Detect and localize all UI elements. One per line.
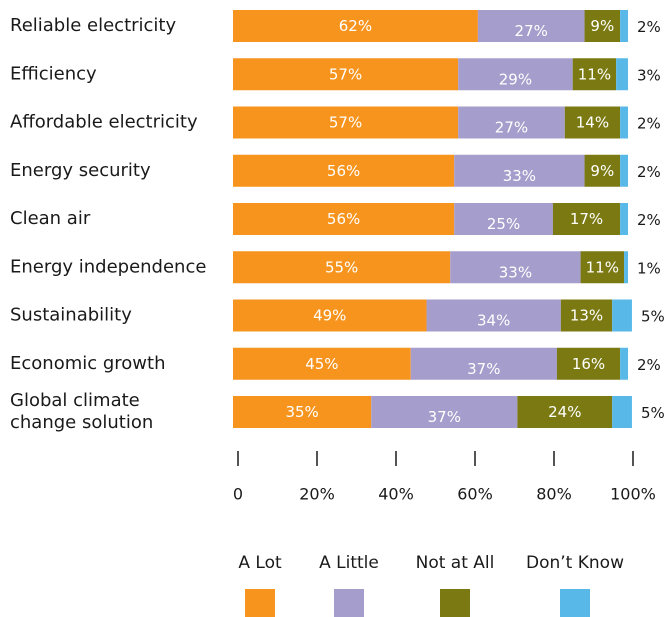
bar-affordable-electricity-a-little bbox=[458, 106, 565, 139]
data-label-reliable-electricity-a-little: 27% bbox=[515, 22, 548, 40]
legend-swatch-a-lot bbox=[245, 589, 275, 617]
bar-energy-security-a-lot bbox=[233, 154, 455, 187]
data-label-affordable-electricity-don-t-know: 2% bbox=[637, 115, 661, 133]
legend-label-not-at-all: Not at All bbox=[416, 553, 495, 573]
bar-sustainability-a-little bbox=[426, 299, 561, 332]
data-label-energy-security-not-at-all: 9% bbox=[590, 162, 614, 180]
x-tick-label-0: 0 bbox=[233, 485, 243, 504]
bar-affordable-electricity-a-lot bbox=[233, 106, 459, 139]
x-tick-label-60: 60% bbox=[457, 485, 493, 504]
x-tick-label-40: 40% bbox=[378, 485, 414, 504]
bar-reliable-electricity-don-t-know bbox=[620, 10, 628, 42]
bar-reliable-electricity-a-little bbox=[477, 10, 585, 42]
legend-swatch-not-at-all bbox=[440, 589, 470, 617]
category-label-clean-air: Clean air bbox=[10, 208, 91, 229]
bar-global-climate-change-solution-don-t-know bbox=[612, 396, 632, 428]
data-label-energy-independence-a-little: 33% bbox=[499, 263, 532, 281]
bar-global-climate-change-solution-a-lot bbox=[233, 396, 372, 428]
data-label-affordable-electricity-not-at-all: 14% bbox=[576, 114, 609, 132]
category-label-efficiency: Efficiency bbox=[10, 63, 97, 84]
data-label-global-climate-change-solution-a-lot: 35% bbox=[285, 403, 318, 421]
bar-clean-air-not-at-all bbox=[552, 203, 621, 235]
category-label-energy-security: Energy security bbox=[10, 159, 151, 180]
data-label-reliable-electricity-don-t-know: 2% bbox=[637, 18, 661, 36]
bar-economic-growth-not-at-all bbox=[556, 347, 621, 380]
category-label-energy-independence: Energy independence bbox=[10, 256, 206, 277]
data-label-sustainability-don-t-know: 5% bbox=[641, 308, 665, 326]
bar-efficiency-a-lot bbox=[233, 58, 459, 91]
legend-swatch-don-t-know bbox=[560, 589, 590, 617]
data-label-economic-growth-not-at-all: 16% bbox=[572, 355, 605, 373]
x-tick-label-100: 100% bbox=[610, 485, 656, 504]
legend-label-a-little: A Little bbox=[319, 553, 379, 573]
data-label-efficiency-a-little: 29% bbox=[499, 70, 532, 88]
data-label-sustainability-a-little: 34% bbox=[477, 312, 510, 330]
data-label-global-climate-change-solution-don-t-know: 5% bbox=[641, 404, 665, 422]
bar-global-climate-change-solution-not-at-all bbox=[517, 396, 613, 428]
bar-energy-independence-a-little bbox=[450, 251, 581, 284]
data-label-efficiency-don-t-know: 3% bbox=[637, 66, 661, 84]
data-label-clean-air-a-little: 25% bbox=[487, 215, 520, 233]
bar-energy-independence-not-at-all bbox=[580, 251, 625, 284]
data-label-sustainability-not-at-all: 13% bbox=[570, 307, 603, 325]
data-label-affordable-electricity-a-little: 27% bbox=[495, 119, 528, 137]
data-label-global-climate-change-solution-a-little: 37% bbox=[428, 408, 461, 426]
legend-swatch-a-little bbox=[334, 589, 364, 617]
data-label-energy-independence-not-at-all: 11% bbox=[586, 258, 619, 276]
bar-efficiency-a-little bbox=[458, 58, 573, 91]
data-label-global-climate-change-solution-not-at-all: 24% bbox=[548, 403, 581, 421]
bar-efficiency-don-t-know bbox=[616, 58, 628, 91]
data-label-affordable-electricity-a-lot: 57% bbox=[329, 114, 362, 132]
x-tick-label-20: 20% bbox=[299, 485, 335, 504]
category-label-reliable-electricity: Reliable electricity bbox=[10, 15, 176, 36]
bar-affordable-electricity-not-at-all bbox=[564, 106, 621, 139]
bar-clean-air-don-t-know bbox=[620, 203, 628, 235]
bar-clean-air-a-little bbox=[454, 203, 553, 235]
bar-energy-independence-a-lot bbox=[233, 251, 451, 284]
x-tick-label-80: 80% bbox=[536, 485, 572, 504]
bar-reliable-electricity-a-lot bbox=[233, 10, 478, 42]
data-label-economic-growth-a-lot: 45% bbox=[305, 355, 338, 373]
bar-energy-independence-don-t-know bbox=[624, 251, 628, 284]
x-axis: 0 20% 40% 60% 80% 100% bbox=[233, 451, 656, 504]
category-label-economic-growth: Economic growth bbox=[10, 352, 166, 373]
data-label-energy-security-don-t-know: 2% bbox=[637, 163, 661, 181]
bar-economic-growth-a-little bbox=[410, 347, 557, 380]
bar-affordable-electricity-don-t-know bbox=[620, 106, 628, 139]
bar-energy-security-not-at-all bbox=[584, 154, 621, 187]
data-label-efficiency-a-lot: 57% bbox=[329, 65, 362, 83]
bar-efficiency-not-at-all bbox=[572, 58, 617, 91]
data-label-efficiency-not-at-all: 11% bbox=[578, 65, 611, 83]
legend-label-a-lot: A Lot bbox=[238, 553, 282, 573]
data-label-energy-security-a-little: 33% bbox=[503, 167, 536, 185]
category-label-sustainability: Sustainability bbox=[10, 304, 132, 325]
bar-energy-security-a-little bbox=[454, 154, 585, 187]
data-label-sustainability-a-lot: 49% bbox=[313, 307, 346, 325]
data-label-economic-growth-don-t-know: 2% bbox=[637, 356, 661, 374]
data-label-energy-independence-a-lot: 55% bbox=[325, 258, 358, 276]
bar-reliable-electricity-not-at-all bbox=[584, 10, 621, 42]
bar-global-climate-change-solution-a-little bbox=[371, 396, 518, 428]
data-label-energy-security-a-lot: 56% bbox=[327, 162, 360, 180]
category-label-affordable-electricity: Affordable electricity bbox=[10, 111, 198, 132]
bar-sustainability-don-t-know bbox=[612, 299, 632, 332]
bar-energy-security-don-t-know bbox=[620, 154, 628, 187]
data-label-reliable-electricity-not-at-all: 9% bbox=[590, 17, 614, 35]
data-label-energy-independence-don-t-know: 1% bbox=[637, 259, 661, 277]
bars-group: Reliable electricity 62% 27% 9% 2% Efficiency… bbox=[10, 10, 665, 433]
bar-economic-growth-don-t-know bbox=[620, 347, 628, 380]
legend-label-don-t-know: Don’t Know bbox=[526, 553, 624, 573]
bar-economic-growth-a-lot bbox=[233, 347, 411, 380]
category-label-global-climate-change-solution: Global climate change solution bbox=[10, 390, 153, 433]
data-label-economic-growth-a-little: 37% bbox=[467, 360, 500, 378]
legend: A Lot A Little Not at All Don’t Know bbox=[238, 553, 624, 617]
bar-clean-air-a-lot bbox=[233, 203, 455, 235]
data-label-reliable-electricity-a-lot: 62% bbox=[339, 17, 372, 35]
bar-sustainability-a-lot bbox=[233, 299, 427, 332]
data-label-clean-air-not-at-all: 17% bbox=[570, 210, 603, 228]
data-label-clean-air-a-lot: 56% bbox=[327, 210, 360, 228]
bar-sustainability-not-at-all bbox=[560, 299, 613, 332]
data-label-clean-air-don-t-know: 2% bbox=[637, 211, 661, 229]
